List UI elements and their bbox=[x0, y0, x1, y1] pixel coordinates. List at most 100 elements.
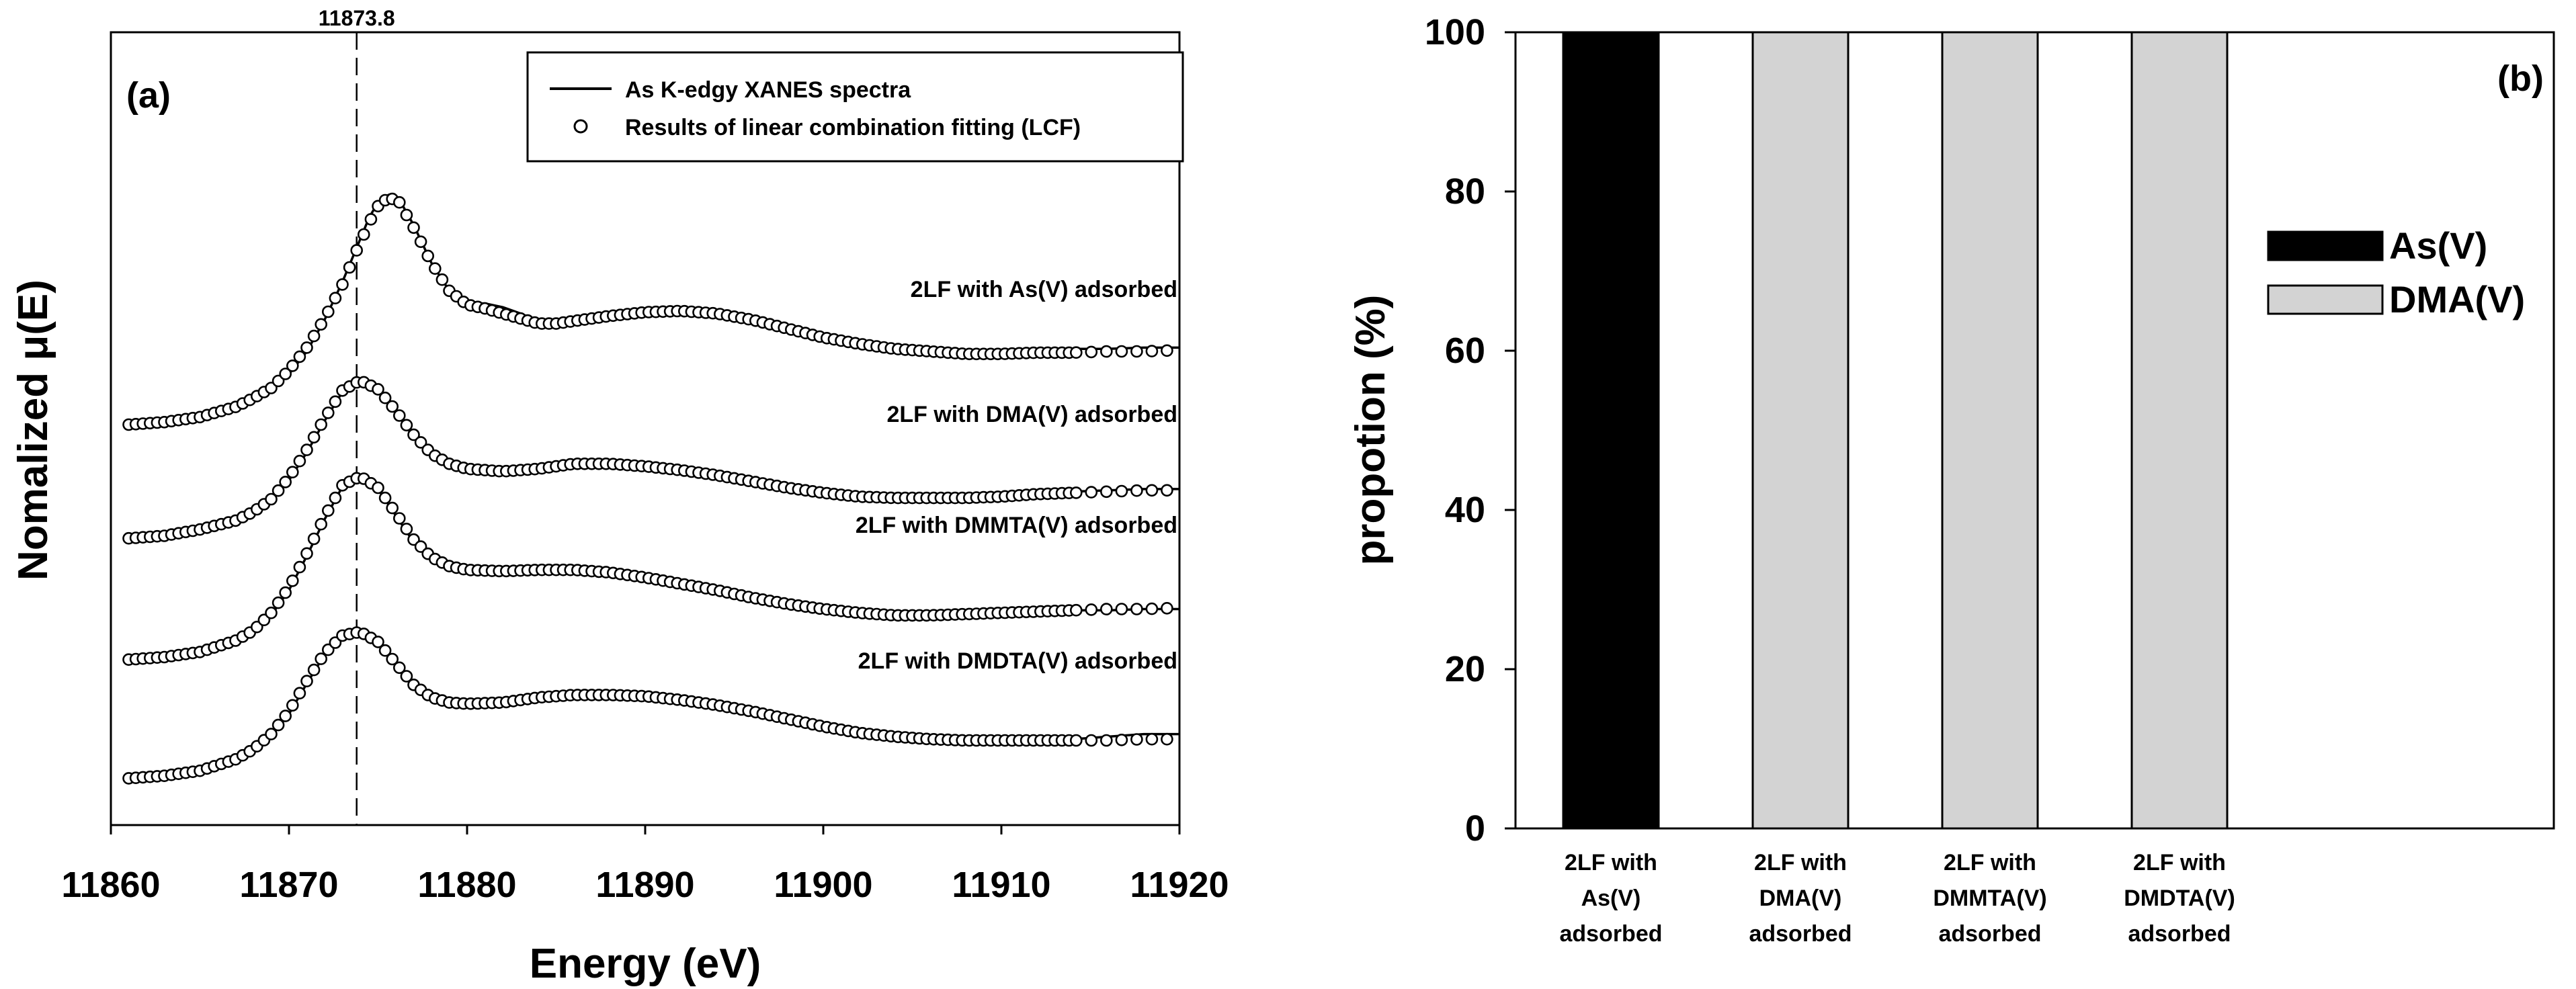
lcf-markers-1 bbox=[122, 376, 1173, 545]
y-tick-label: 0 bbox=[1465, 808, 1485, 849]
xanes-x-axis-title: Energy (eV) bbox=[530, 941, 761, 987]
lcf-point bbox=[421, 249, 435, 263]
y-tick-label: 80 bbox=[1445, 171, 1485, 212]
category-label-line: 2LF with bbox=[2133, 850, 2226, 875]
category-label-line: adsorbed bbox=[2128, 921, 2231, 947]
lcf-point bbox=[428, 262, 442, 275]
y-tick-label: 100 bbox=[1425, 12, 1485, 52]
lcf-point bbox=[307, 431, 321, 444]
lcf-point bbox=[307, 329, 321, 343]
lcf-point bbox=[372, 481, 384, 494]
category-label-line: DMA(V) bbox=[1759, 886, 1842, 911]
x-tick-label: 11920 bbox=[1130, 865, 1229, 905]
bar-DMA(V) bbox=[1941, 31, 2039, 830]
lcf-point bbox=[1100, 345, 1113, 358]
lcf-point bbox=[307, 663, 321, 677]
lcf-point bbox=[307, 532, 321, 546]
lcf-point bbox=[378, 391, 392, 404]
lcf-point bbox=[400, 670, 413, 683]
lcf-point bbox=[279, 368, 292, 380]
lcf-point bbox=[407, 221, 420, 234]
lcf-point bbox=[357, 228, 370, 241]
lcf-point bbox=[1115, 484, 1128, 498]
lcf-point bbox=[300, 341, 313, 354]
lcf-point bbox=[321, 305, 335, 318]
y-tick-label: 20 bbox=[1445, 649, 1485, 689]
lcf-point bbox=[1161, 601, 1173, 615]
curve-label-dmav: 2LF with DMA(V) adsorbed bbox=[886, 402, 1177, 427]
lcf-point bbox=[1070, 603, 1083, 617]
lcf-point bbox=[400, 522, 413, 535]
lcf-point bbox=[392, 196, 406, 209]
lcf-markers-0 bbox=[122, 192, 1173, 431]
y-tick-label: 40 bbox=[1445, 490, 1485, 530]
lcf-point bbox=[372, 383, 384, 396]
lcf-point bbox=[336, 278, 349, 291]
legend-label-asv: As(V) bbox=[2389, 224, 2487, 267]
lcf-point bbox=[1085, 603, 1098, 616]
lcf-point bbox=[329, 292, 342, 305]
lcf-point bbox=[293, 454, 306, 468]
lcf-point bbox=[343, 261, 356, 274]
lcf-markers-2 bbox=[122, 472, 1173, 666]
category-label-line: As(V) bbox=[1581, 886, 1641, 911]
legend-label-lcf: Results of linear combination fitting (L… bbox=[625, 115, 1081, 140]
lcf-point bbox=[1070, 486, 1083, 499]
lcf-point bbox=[1161, 484, 1173, 497]
lcf-point bbox=[279, 710, 292, 722]
lcf-point bbox=[392, 512, 406, 525]
lcf-point bbox=[272, 484, 285, 497]
lcf-point bbox=[1145, 732, 1159, 746]
lcf-point bbox=[300, 675, 313, 688]
lcf-point bbox=[414, 540, 427, 553]
legend-box bbox=[526, 51, 1184, 163]
curve-label-asv: 2LF with As(V) adsorbed bbox=[911, 277, 1177, 302]
category-label-line: adsorbed bbox=[1559, 921, 1662, 947]
lcf-point bbox=[1100, 603, 1113, 615]
bar-DMA(V) bbox=[1751, 31, 1850, 830]
lcf-point bbox=[329, 491, 342, 505]
bar-DMA(V) bbox=[2130, 31, 2229, 830]
lcf-point bbox=[392, 661, 406, 675]
lcf-point bbox=[300, 547, 313, 560]
lcf-point bbox=[400, 208, 413, 222]
lcf-point bbox=[286, 466, 299, 479]
legend-label-dmav: DMA(V) bbox=[2389, 278, 2525, 320]
lcf-point bbox=[392, 409, 406, 422]
y-tick-label: 60 bbox=[1445, 331, 1485, 371]
lcf-point bbox=[315, 318, 328, 331]
lcf-point bbox=[1070, 346, 1083, 359]
xanes-plot-frame bbox=[110, 31, 1181, 826]
lcf-point bbox=[1130, 345, 1143, 358]
category-label-line: 2LF with bbox=[1754, 850, 1847, 875]
category-label-line: DMMTA(V) bbox=[1933, 886, 2046, 911]
lcf-point bbox=[272, 596, 285, 609]
panel-label-b: (b) bbox=[2497, 58, 2544, 99]
lcf-point bbox=[414, 235, 427, 249]
lcf-point bbox=[386, 652, 399, 666]
lcf-point bbox=[1085, 486, 1098, 499]
lcf-point bbox=[265, 606, 278, 619]
lcf-point bbox=[300, 443, 313, 456]
x-tick-label: 11890 bbox=[595, 865, 694, 905]
xanes-plot-area bbox=[110, 32, 1181, 834]
lcf-point bbox=[1145, 602, 1159, 615]
lcf-point bbox=[1070, 734, 1083, 747]
category-label-line: adsorbed bbox=[1938, 921, 2041, 947]
lcf-point bbox=[1161, 732, 1173, 746]
lcf-point bbox=[378, 644, 392, 657]
lcf-point bbox=[329, 395, 342, 408]
panel-label-a: (a) bbox=[126, 75, 171, 116]
x-tick-label: 11860 bbox=[61, 865, 160, 905]
lcf-point bbox=[286, 699, 299, 712]
lcf-point bbox=[350, 244, 364, 257]
lcf-point bbox=[435, 273, 449, 286]
reference-line-label: 11873.8 bbox=[319, 6, 395, 30]
proportion-legend: As(V) DMA(V) bbox=[2267, 224, 2525, 320]
lcf-point bbox=[1145, 345, 1159, 357]
spectrum-line-2 bbox=[128, 476, 1179, 661]
legend-circle-marker bbox=[573, 119, 588, 134]
lcf-point bbox=[1130, 484, 1143, 497]
lcf-point bbox=[279, 586, 292, 599]
